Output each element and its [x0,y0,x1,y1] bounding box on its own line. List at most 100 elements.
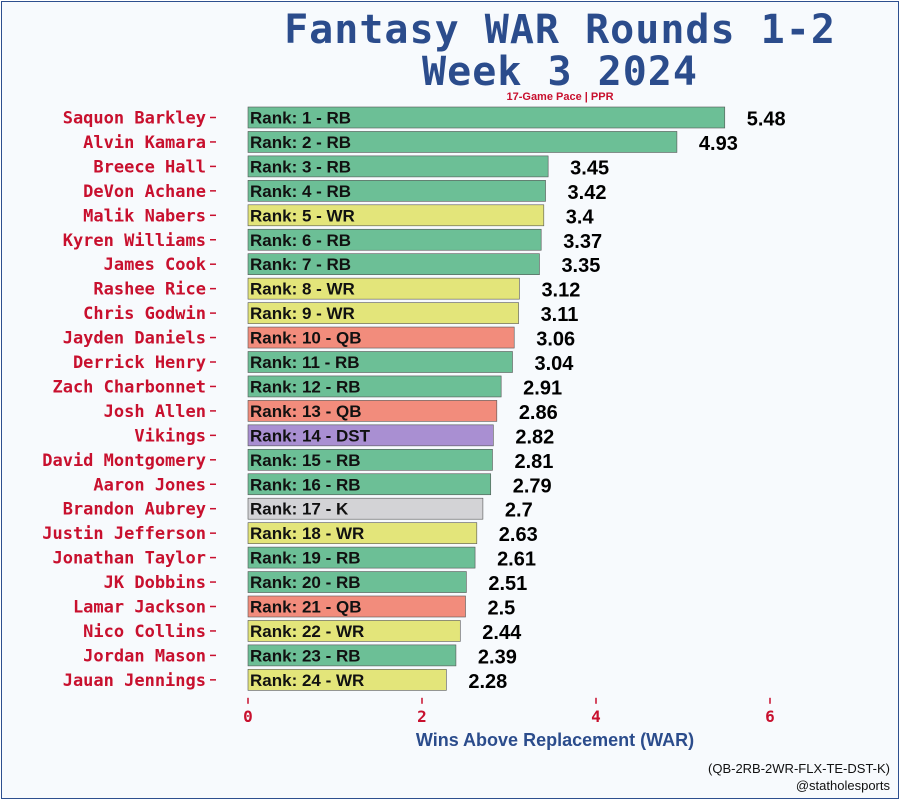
war-value-label: 2.7 [505,500,533,522]
rank-label: Rank: 9 - WR [250,304,355,323]
player-name-label: Malik Nabers [83,206,206,226]
rank-label: Rank: 14 - DST [250,426,371,445]
x-tick-label: 0 [243,707,253,726]
war-value-label: 2.81 [514,451,553,473]
rank-label: Rank: 20 - RB [250,573,361,592]
rank-label: Rank: 6 - RB [250,231,351,250]
footer-format: (QB-2RB-2WR-FLX-TE-DST-K) [708,761,890,776]
bar [247,522,478,544]
player-name-label: Jordan Mason [83,646,206,666]
bar [247,253,540,275]
player-name-label: Aaron Jones [93,475,206,495]
player-name-label: Vikings [134,426,206,446]
player-name-label: JK Dobbins [104,573,206,593]
war-value-label: 3.12 [541,280,580,302]
rank-label: Rank: 8 - WR [250,280,355,299]
player-name-label: DeVon Achane [83,182,206,202]
bar [247,571,467,593]
player-name-label: Jauan Jennings [63,671,206,691]
player-name-label: Derrick Henry [73,353,206,373]
player-name-label: James Cook [104,255,206,275]
war-value-label: 2.79 [513,475,552,497]
chart-title-line1: Fantasy WAR Rounds 1-2 [284,7,836,53]
rank-label: Rank: 4 - RB [250,182,351,201]
player-name-label: Justin Jefferson [42,524,206,544]
player-name-label: David Montgomery [42,451,206,471]
war-value-label: 3.06 [536,329,575,351]
bar [247,473,492,496]
bar [247,400,498,422]
war-value-label: 4.93 [699,133,738,155]
rank-label: Rank: 17 - K [250,500,349,519]
war-value-label: 2.5 [488,598,516,620]
rank-label: Rank: 15 - RB [250,451,361,470]
player-name-label: Chris Godwin [83,304,206,324]
x-axis-label: Wins Above Replacement (WAR) [416,730,694,750]
war-value-label: 3.37 [563,231,602,253]
footer-handle: @statholesports [795,778,890,793]
bar [247,595,466,618]
chart-title-line2: Week 3 2024 [422,49,698,95]
war-value-label: 3.45 [570,157,609,179]
bar [247,326,515,349]
war-value-label: 2.86 [519,402,558,424]
x-tick-label: 6 [765,707,775,726]
war-value-label: 2.63 [499,524,538,546]
bar [247,106,726,129]
rank-label: Rank: 23 - RB [250,646,361,665]
bar [247,277,520,300]
war-value-label: 2.61 [497,549,536,571]
bar [247,131,678,153]
player-name-label: Zach Charbonnet [52,377,206,397]
rank-label: Rank: 10 - QB [250,329,361,348]
bar [247,424,494,447]
bar [247,228,542,251]
war-value-label: 5.48 [747,109,786,131]
player-name-label: Jayden Daniels [63,329,206,349]
player-name-label: Breece Hall [93,157,206,177]
bar [247,620,461,642]
bar [247,204,545,227]
rank-label: Rank: 21 - QB [250,598,361,617]
bar [247,180,546,202]
bar [247,644,457,667]
rank-label: Rank: 18 - WR [250,524,364,543]
player-name-label: Rashee Rice [93,280,206,300]
player-name-label: Nico Collins [83,622,206,642]
player-name-label: Brandon Aubrey [63,500,206,520]
war-value-label: 3.4 [566,206,595,228]
bar [247,302,519,324]
rank-label: Rank: 12 - RB [250,377,361,396]
rank-label: Rank: 24 - WR [250,671,364,690]
rank-label: Rank: 3 - RB [250,157,351,176]
bar [247,351,513,373]
war-value-label: 2.91 [523,377,562,399]
rank-label: Rank: 13 - QB [250,402,361,421]
player-name-label: Josh Allen [104,402,206,422]
war-value-label: 2.82 [515,426,554,448]
x-tick-label: 2 [417,707,427,726]
war-value-label: 2.51 [488,573,527,595]
x-tick-label: 4 [591,707,601,726]
player-name-label: Kyren Williams [63,231,206,251]
bar [247,448,493,471]
rank-label: Rank: 16 - RB [250,475,361,494]
rank-label: Rank: 7 - RB [250,255,351,274]
rank-label: Rank: 2 - RB [250,133,351,152]
player-name-label: Saquon Barkley [63,109,206,129]
bar [247,155,549,178]
war-value-label: 2.39 [478,646,517,668]
bar [247,669,447,691]
war-value-label: 2.28 [468,671,507,693]
war-value-label: 3.11 [541,304,579,326]
bar [247,546,476,569]
rank-label: Rank: 22 - WR [250,622,364,641]
player-name-label: Alvin Kamara [83,133,206,153]
war-value-label: 2.44 [482,622,522,644]
player-name-label: Lamar Jackson [73,598,206,618]
rank-label: Rank: 11 - RB [250,353,360,372]
player-name-label: Jonathan Taylor [52,549,206,569]
war-value-label: 3.04 [534,353,574,375]
bar [247,375,502,398]
